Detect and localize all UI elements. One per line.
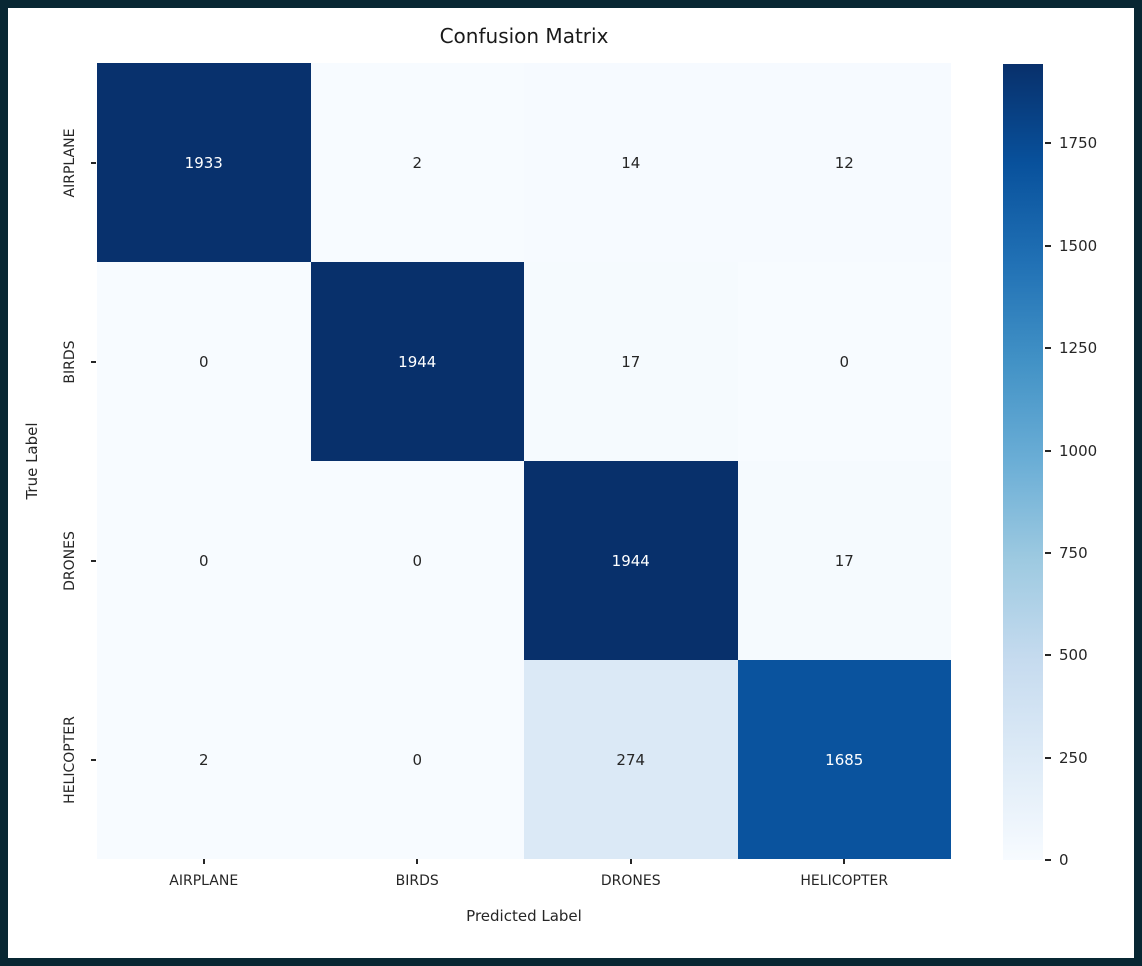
colorbar-tick-mark [1045, 756, 1051, 759]
heatmap-cell: 1944 [310, 262, 524, 461]
cell-value: 1944 [398, 352, 437, 371]
colorbar-tick-mark [1045, 449, 1051, 452]
heatmap-cell: 14 [524, 63, 738, 262]
colorbar-tick-mark [1045, 244, 1051, 247]
cell-value: 0 [412, 551, 423, 570]
colorbar-tick-label: 1000 [1059, 441, 1098, 460]
y-tick-mark [91, 161, 96, 164]
y-tick-label: AIRPLANE [62, 128, 78, 197]
heatmap-cell: 2 [310, 63, 524, 262]
heatmap-cell: 274 [524, 660, 738, 859]
heatmap-cell: 0 [310, 461, 524, 660]
colorbar-tick-label: 750 [1059, 543, 1088, 562]
x-axis-label: Predicted Label [466, 907, 582, 925]
heatmap-cell: 1685 [737, 660, 951, 859]
x-tick-label: DRONES [600, 873, 661, 889]
chart-title: Confusion Matrix [439, 24, 609, 48]
y-tick-mark [91, 559, 96, 562]
y-tick-label: HELICOPTER [62, 715, 78, 804]
cell-value: 0 [198, 551, 209, 570]
y-tick-mark [91, 360, 96, 363]
colorbar [1003, 64, 1043, 860]
cell-value: 14 [621, 153, 641, 172]
heatmap-cell: 17 [524, 262, 738, 461]
x-tick-label: BIRDS [395, 873, 439, 889]
cell-value: 0 [839, 352, 850, 371]
x-tick-mark [416, 859, 419, 864]
colorbar-tick-mark [1045, 859, 1051, 861]
cell-value: 1685 [825, 750, 864, 769]
cell-value: 12 [834, 153, 854, 172]
heatmap-cell: 0 [97, 262, 311, 461]
heatmap-cell: 2 [97, 660, 311, 859]
colorbar-tick-label: 1500 [1059, 236, 1098, 255]
colorbar-tick-label: 500 [1059, 646, 1088, 665]
heatmap-cell: 12 [737, 63, 951, 262]
colorbar-tick-label: 0 [1059, 851, 1069, 869]
colorbar-tick-mark [1045, 142, 1051, 145]
cell-value: 0 [412, 750, 423, 769]
colorbar-tick-mark [1045, 551, 1051, 554]
x-tick-label: HELICOPTER [800, 873, 889, 889]
y-tick-mark [91, 758, 96, 761]
x-tick-mark [629, 859, 632, 864]
x-tick-mark [843, 859, 846, 864]
heatmap-grid: 1933 2 14 12 0 1944 17 0 0 0 1944 17 2 0 274 1685 [97, 63, 951, 859]
heatmap-cell: 1944 [524, 461, 738, 660]
cell-value: 2 [412, 153, 423, 172]
cell-value: 17 [834, 551, 854, 570]
y-tick-label: DRONES [62, 530, 78, 591]
colorbar-tick-mark [1045, 347, 1051, 350]
cell-value: 0 [198, 352, 209, 371]
x-tick-mark [202, 859, 205, 864]
heatmap-cell: 17 [737, 461, 951, 660]
y-tick-label: BIRDS [62, 339, 78, 384]
cell-value: 274 [616, 750, 646, 769]
colorbar-tick-mark [1045, 654, 1051, 657]
heatmap-cell: 1933 [97, 63, 311, 262]
heatmap-cell: 0 [737, 262, 951, 461]
heatmap-cell: 0 [97, 461, 311, 660]
cell-value: 1933 [184, 153, 223, 172]
y-axis-label: True Label [23, 422, 41, 500]
colorbar-tick-label: 250 [1059, 748, 1088, 767]
x-tick-label: AIRPLANE [169, 873, 239, 889]
cell-value: 1944 [611, 551, 650, 570]
colorbar-tick-label: 1250 [1059, 339, 1098, 358]
heatmap-cell: 0 [310, 660, 524, 859]
cell-value: 2 [198, 750, 209, 769]
colorbar-tick-label: 1750 [1059, 134, 1098, 153]
cell-value: 17 [621, 352, 641, 371]
